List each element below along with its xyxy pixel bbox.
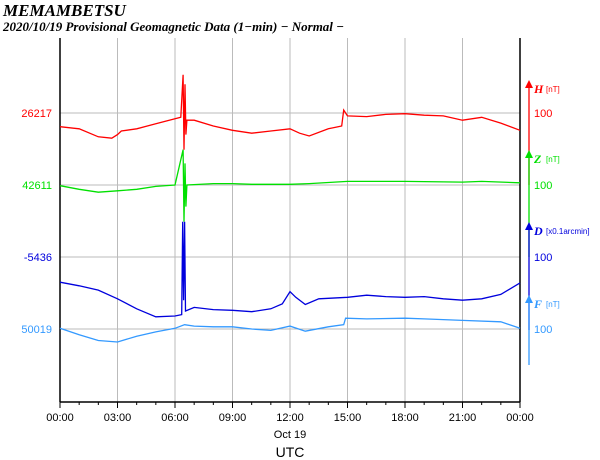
scale-label-z: 100 — [534, 180, 552, 192]
series-name-z: Z — [533, 152, 542, 166]
series-name-d: D — [533, 224, 543, 238]
chart-subtitle: 2020/10/19 Provisional Geomagnetic Data … — [3, 19, 345, 34]
x-axis-title: UTC — [276, 444, 305, 460]
series-unit-h: [nT] — [546, 85, 560, 94]
x-tick-label: 03:00 — [104, 412, 132, 424]
baseline-label-d: -5436 — [24, 252, 52, 264]
x-tick-label: 18:00 — [391, 412, 419, 424]
x-tick-label: 00:00 — [46, 412, 74, 424]
series-line-z — [59, 149, 521, 222]
baseline-label-z: 42611 — [22, 180, 52, 192]
station-title: MEMAMBETSU — [3, 1, 126, 20]
scale-label-f: 100 — [534, 324, 552, 336]
series-name-h: H — [533, 82, 544, 96]
arrow-head-icon-h — [525, 80, 533, 88]
arrow-head-icon-f — [525, 295, 533, 303]
x-tick-label: 00:00 — [506, 412, 534, 424]
baseline-label-f: 50019 — [21, 324, 52, 336]
series-unit-z: [nT] — [546, 155, 560, 164]
x-tick-label: 21:00 — [449, 412, 477, 424]
series-name-f: F — [533, 297, 542, 311]
x-tick-label: 12:00 — [276, 412, 304, 424]
series-unit-f: [nT] — [546, 300, 560, 309]
x-date-label: Oct 19 — [274, 429, 306, 441]
series-line-d — [59, 221, 521, 318]
x-tick-label: 09:00 — [219, 412, 247, 424]
scale-label-h: 100 — [534, 108, 552, 120]
series-unit-d: [x0.1arcmin] — [546, 227, 590, 236]
series-line-h — [59, 74, 521, 150]
arrow-head-icon-z — [525, 150, 533, 158]
series-line-f — [59, 317, 521, 343]
x-tick-label: 06:00 — [161, 412, 189, 424]
x-tick-label: 15:00 — [334, 412, 362, 424]
scale-label-d: 100 — [534, 252, 552, 264]
baseline-label-h: 26217 — [21, 108, 52, 120]
arrow-head-icon-d — [525, 222, 533, 230]
